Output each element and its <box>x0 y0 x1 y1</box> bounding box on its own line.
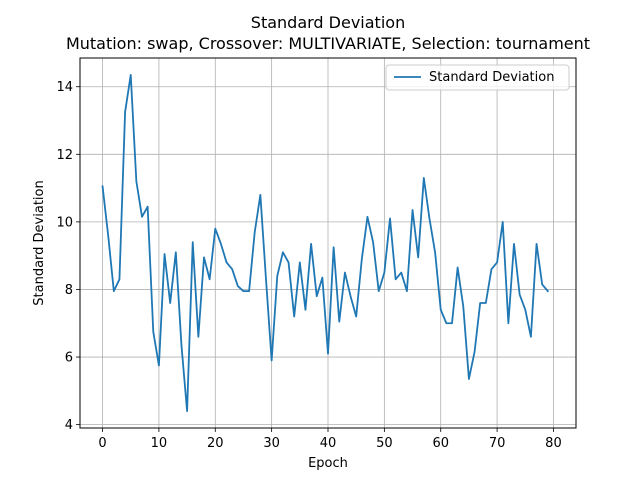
x-tick-label: 0 <box>98 436 106 451</box>
y-tick-label: 6 <box>65 351 73 366</box>
axis-ticks: 0 10 20 30 40 50 60 70 80 4 6 8 10 12 14 <box>56 80 561 451</box>
chart-subtitle: Mutation: swap, Crossover: MULTIVARIATE,… <box>66 34 590 53</box>
x-tick-label: 80 <box>545 436 562 451</box>
y-tick-label: 10 <box>56 215 73 230</box>
x-tick-label: 30 <box>263 436 280 451</box>
x-tick-label: 20 <box>207 436 224 451</box>
x-tick-label: 50 <box>376 436 393 451</box>
x-axis-label: Epoch <box>308 456 348 471</box>
y-tick-label: 12 <box>56 148 73 163</box>
plot-frame <box>79 57 577 429</box>
series-line-standard-deviation <box>101 73 550 413</box>
grid-lines <box>80 58 576 428</box>
x-tick-label: 70 <box>489 436 506 451</box>
y-tick-label: 8 <box>65 283 73 298</box>
x-tick-label: 60 <box>432 436 449 451</box>
y-tick-label: 4 <box>65 418 73 433</box>
y-tick-label: 14 <box>56 80 73 95</box>
x-tick-label: 10 <box>151 436 168 451</box>
legend-box <box>385 64 570 91</box>
y-axis-label: Standard Deviation <box>32 180 47 305</box>
chart-title: Standard Deviation <box>251 13 405 32</box>
legend-label: Standard Deviation <box>429 70 554 85</box>
legend: Standard Deviation <box>385 64 570 91</box>
x-tick-label: 40 <box>320 436 337 451</box>
